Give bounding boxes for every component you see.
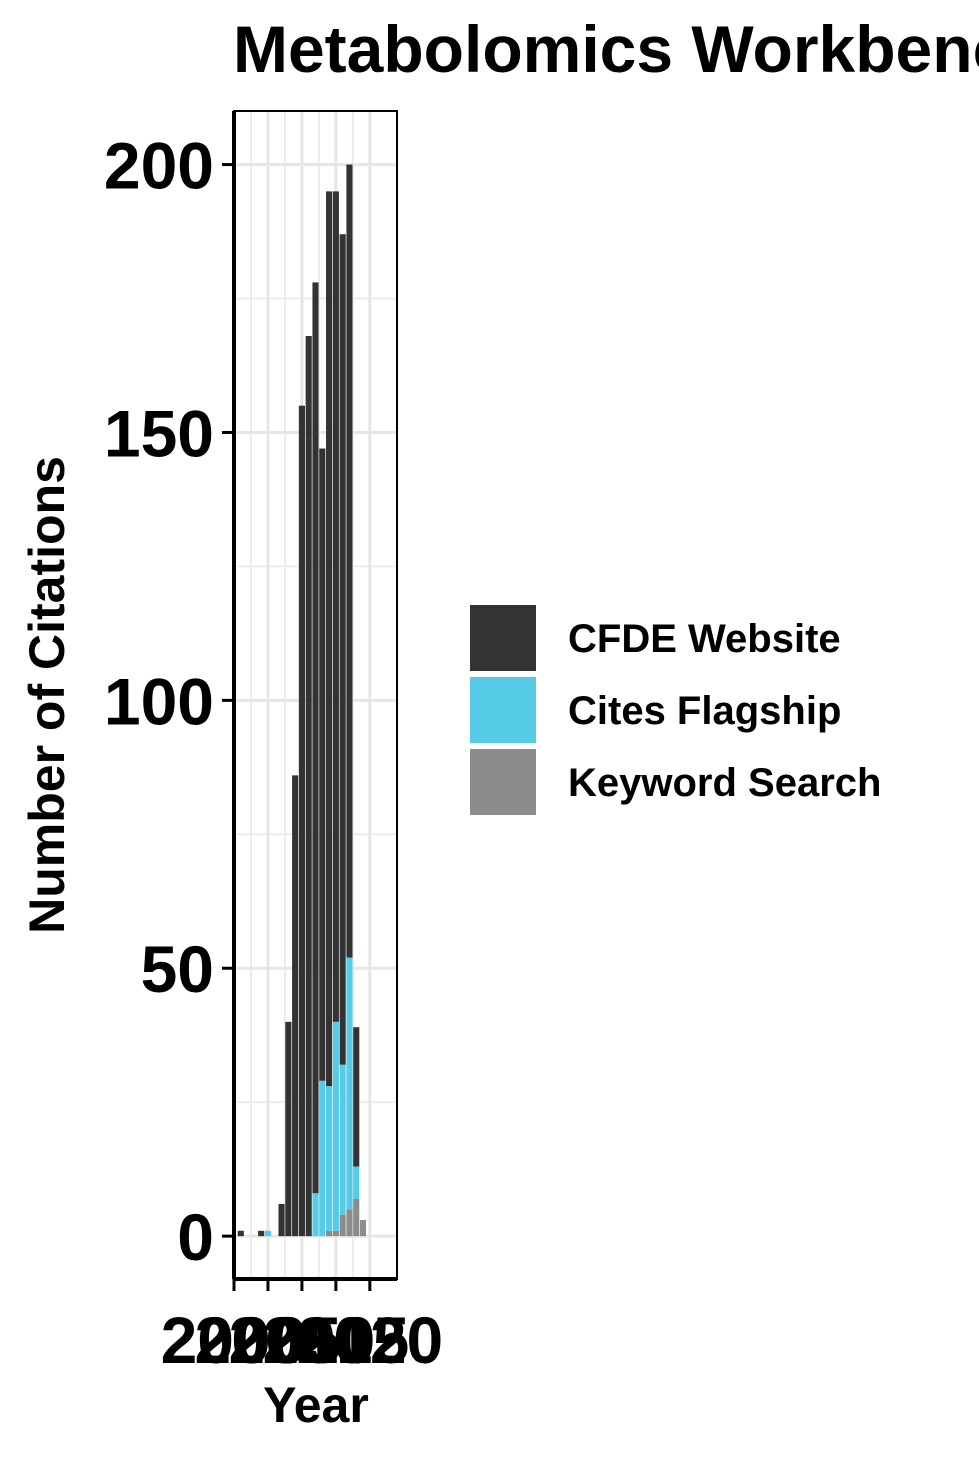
bar-cites-flagship-2018 [353, 1166, 360, 1199]
bar-cites-flagship-2005 [264, 1230, 272, 1237]
legend-key-cfde-website [470, 605, 536, 671]
bar-cfde-website-2017 [346, 164, 353, 958]
x-tick-label: 2000 [161, 1303, 308, 1377]
bar-cfde-website-2010 [298, 405, 305, 1237]
x-tick-label: 2020 [296, 1303, 443, 1377]
y-axis-label: Number of Citations [19, 456, 75, 934]
bar-cites-flagship-2017 [346, 957, 353, 1210]
x-axis-label: Year [263, 1377, 369, 1433]
bar-keyword-search-2018 [353, 1198, 360, 1237]
bar-cites-flagship-2015 [332, 1021, 339, 1231]
bar-keyword-search-2017 [346, 1209, 353, 1237]
x-tick-label: 2010 [229, 1303, 376, 1377]
bar-cites-flagship-2012 [312, 1193, 319, 1237]
bar-cites-flagship-2013 [319, 1080, 326, 1237]
y-tick-label: 200 [104, 129, 214, 203]
axes [222, 110, 398, 1291]
bar-keyword-search-2019 [359, 1220, 367, 1237]
bar-cfde-website-2016 [339, 234, 346, 1065]
legend-label-keyword-search: Keyword Search [568, 761, 881, 805]
y-tick-label: 50 [141, 932, 214, 1006]
legend-key-cites-flagship [470, 677, 536, 743]
bar-cites-flagship-2016 [339, 1064, 346, 1215]
chart-title: Metabolomics Workbench [233, 12, 979, 86]
legend: CFDE Website Cites Flagship Keyword Search [470, 605, 881, 815]
bar-cfde-website-2015 [332, 191, 339, 1022]
bar-cfde-website-2012 [312, 282, 319, 1194]
legend-key-keyword-search [470, 749, 536, 815]
y-tick-label: 100 [104, 664, 214, 738]
bar-cfde-website-2014 [326, 191, 333, 1087]
bar-cfde-website-2009 [292, 775, 299, 1237]
legend-label-cites-flagship: Cites Flagship [568, 689, 841, 733]
bar-cfde-website-2008 [285, 1021, 292, 1237]
bar-series [237, 164, 367, 1237]
x-tick-label: 2005 [195, 1303, 342, 1377]
bar-keyword-search-2015 [332, 1230, 339, 1237]
bar-cfde-website-2018 [353, 1027, 360, 1167]
x-tick-label: 2015 [262, 1303, 409, 1377]
bar-cfde-website-2004 [258, 1230, 265, 1237]
bar-cfde-website-2001 [237, 1230, 244, 1237]
y-tick-label: 0 [177, 1200, 214, 1274]
bar-cites-flagship-2014 [326, 1086, 333, 1231]
y-tick-label: 150 [104, 396, 214, 470]
bar-cfde-website-2011 [305, 336, 312, 1237]
bar-keyword-search-2016 [339, 1214, 346, 1237]
bar-keyword-search-2014 [326, 1230, 333, 1237]
bar-cfde-website-2007 [278, 1203, 285, 1237]
bar-cfde-website-2013 [319, 448, 326, 1081]
legend-label-cfde-website: CFDE Website [568, 617, 841, 661]
